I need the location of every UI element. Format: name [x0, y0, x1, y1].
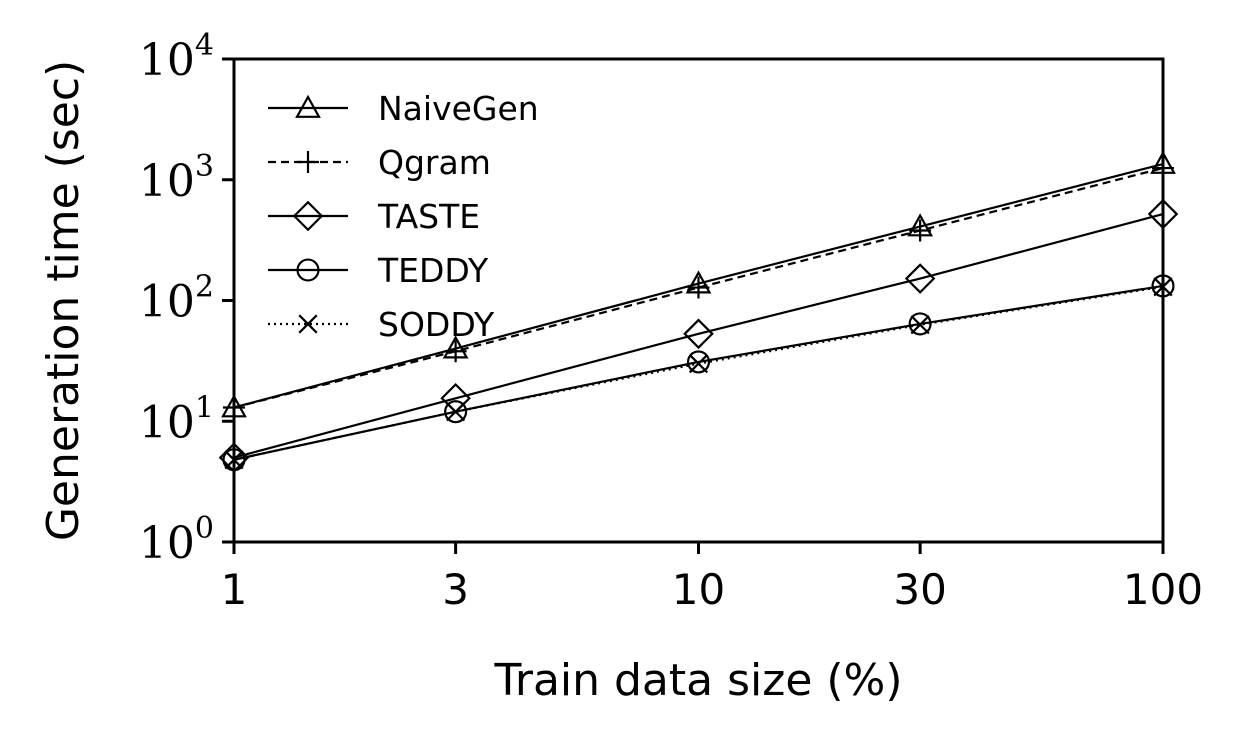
legend-item-qgram: Qgram: [268, 143, 491, 182]
series-soddy: [224, 277, 1173, 470]
ticks-layer: 1 3 10 30 100 100 101 102 103 104: [139, 28, 1203, 614]
y-tick-label: 103: [139, 149, 214, 207]
y-tick-label: 102: [139, 270, 214, 328]
legend-item-taste: TASTE: [268, 197, 480, 236]
x-tick-label: 3: [442, 565, 469, 614]
series-line: [233, 212, 1164, 459]
series-layer: [218, 150, 1179, 473]
diamond-marker: [683, 318, 714, 350]
x-tick-label: 30: [893, 565, 946, 614]
legend-item-teddy: TEDDY: [268, 251, 489, 290]
y-axis-label: Generation time (sec): [38, 60, 89, 541]
plus-marker: [909, 219, 932, 242]
x-marker: [688, 354, 709, 374]
diamond-marker: [904, 263, 936, 294]
x-axis-label: Train data size (%): [493, 655, 902, 706]
y-tick-label: 100: [139, 511, 214, 569]
legend-label: TEDDY: [377, 251, 489, 290]
circle-marker: [296, 258, 320, 282]
circle-marker: [686, 350, 711, 374]
plus-marker: [687, 276, 710, 299]
x-tick-label: 100: [1123, 565, 1203, 614]
legend-label: TASTE: [377, 197, 480, 236]
plus-marker: [444, 340, 467, 363]
x-marker: [298, 314, 318, 334]
legend-label: SODDY: [378, 305, 495, 344]
diamond-marker: [292, 200, 324, 232]
series-qgram: [223, 157, 1174, 419]
plus-marker: [297, 151, 319, 173]
x-tick-label: 1: [221, 565, 248, 614]
legend-item-soddy: SODDY: [268, 305, 495, 344]
plot-frame: [232, 57, 1165, 544]
y-tick-label: 104: [139, 28, 214, 86]
y-tick-label: 101: [139, 390, 214, 448]
triangle-marker: [295, 94, 321, 118]
legend-label: Qgram: [378, 143, 491, 182]
x-tick-label: 10: [672, 565, 725, 614]
x-marker: [910, 315, 930, 335]
legend-label: NaiveGen: [378, 89, 539, 128]
legend-item-naivegen: NaiveGen: [268, 89, 539, 128]
x-marker: [446, 402, 466, 422]
circle-marker: [444, 400, 468, 424]
legend: NaiveGen Qgram TASTE TEDDY SODDY: [268, 89, 539, 344]
